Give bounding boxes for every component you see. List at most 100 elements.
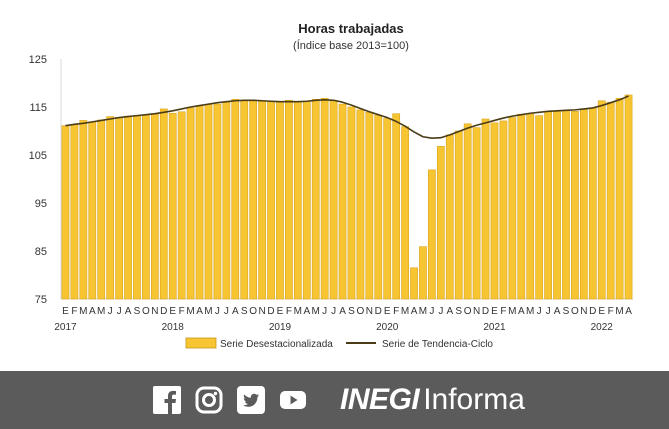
bar [588, 107, 597, 300]
facebook-icon[interactable] [152, 385, 182, 415]
bar [213, 103, 222, 300]
bar [177, 111, 186, 300]
x-tick-label: D [375, 306, 382, 317]
bar [365, 111, 374, 300]
bar [436, 146, 445, 300]
chart-subtitle: (Índice base 2013=100) [293, 39, 409, 52]
legend-label-bars: Serie Desestacionalizada [220, 339, 333, 350]
footer-bar: INEGI Informa [0, 371, 669, 429]
x-tick-label: A [411, 306, 418, 317]
x-tick-label: F [500, 306, 506, 317]
x-tick-label: M [526, 306, 534, 317]
bar [535, 115, 544, 300]
bar [463, 123, 472, 300]
bar [562, 110, 570, 300]
legend-swatch-bars [185, 337, 217, 349]
bar [544, 111, 552, 300]
bar [508, 117, 517, 300]
x-tick-label: A [518, 306, 525, 317]
x-tick-label: F [608, 306, 614, 317]
x-tick-label: J [215, 306, 220, 317]
x-tick-label: M [312, 306, 320, 317]
x-tick-label: A [196, 306, 203, 317]
x-tick-label: M [615, 306, 623, 317]
x-tick-label: E [491, 306, 498, 317]
x-tick-label: O [357, 306, 365, 317]
x-tick-label: M [79, 306, 87, 317]
x-tick-label: J [429, 306, 434, 317]
x-tick-label: M [97, 306, 105, 317]
x-tick-label: S [241, 306, 248, 317]
x-tick-label: N [151, 306, 158, 317]
instagram-icon[interactable] [194, 385, 224, 415]
bar [150, 113, 159, 300]
x-year-label: 2020 [376, 322, 399, 333]
trend-series [65, 95, 629, 139]
x-tick-label: E [277, 306, 284, 317]
x-tick-label: E [62, 306, 69, 317]
y-tick-label: 105 [29, 150, 47, 162]
bar [222, 101, 231, 300]
bar [204, 104, 213, 300]
bar [329, 99, 338, 300]
bar [195, 105, 204, 300]
bar [624, 94, 633, 300]
twitter-icon[interactable] [236, 385, 266, 415]
bar [606, 101, 615, 300]
x-tick-label: E [169, 306, 176, 317]
bar [142, 114, 150, 300]
x-tick-label: S [563, 306, 570, 317]
bar [320, 98, 329, 300]
bar [347, 106, 356, 300]
legend: Serie Desestacionalizada Serie de Tenden… [185, 337, 493, 350]
bar [106, 116, 115, 300]
bar [472, 127, 481, 300]
bar [186, 107, 195, 300]
x-tick-label: F [286, 306, 292, 317]
x-tick-label: S [134, 306, 141, 317]
bar [168, 112, 177, 300]
bar [88, 121, 97, 300]
brand-logo-bold: INEGI [340, 383, 420, 416]
x-tick-label: E [598, 306, 605, 317]
x-year-label: 2018 [162, 322, 185, 333]
bar [61, 125, 70, 300]
x-tick-label: O [571, 306, 579, 317]
bar [133, 115, 141, 300]
bar [517, 113, 526, 300]
youtube-icon[interactable] [278, 385, 308, 415]
social-icons [152, 385, 320, 415]
x-tick-label: N [473, 306, 480, 317]
bar [231, 99, 240, 300]
x-tick-label: J [322, 306, 327, 317]
bar [302, 100, 311, 300]
x-tick-label: D [589, 306, 596, 317]
x-tick-label: J [117, 306, 122, 317]
x-tick-label: F [393, 306, 399, 317]
chart-area: Horas trabajadas (Índice base 2013=100) … [28, 21, 633, 350]
bar [338, 103, 347, 300]
bar [571, 111, 579, 300]
x-tick-label: A [232, 306, 239, 317]
bar [311, 99, 320, 300]
x-tick-label: D [482, 306, 489, 317]
x-year-label: 2017 [54, 322, 77, 333]
x-tick-label: N [258, 306, 265, 317]
y-tick-label: 115 [29, 102, 47, 114]
x-tick-label: J [438, 306, 443, 317]
bar [79, 120, 88, 300]
bar [374, 114, 383, 300]
bar [267, 101, 275, 300]
x-tick-label: J [537, 306, 542, 317]
bar [499, 120, 508, 300]
brand-logo: INEGI Informa [340, 385, 525, 415]
bar [454, 130, 463, 300]
x-tick-label: M [401, 306, 409, 317]
bar [97, 119, 106, 300]
bar [276, 101, 284, 300]
bar [70, 124, 79, 300]
x-tick-label: M [294, 306, 302, 317]
bar [124, 115, 132, 300]
x-tick-label: M [204, 306, 212, 317]
